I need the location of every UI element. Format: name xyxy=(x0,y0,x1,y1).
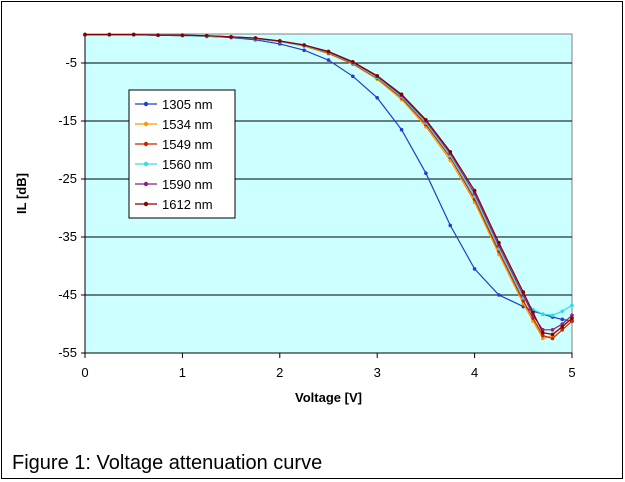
data-point xyxy=(550,332,555,337)
data-point xyxy=(570,303,574,308)
data-point xyxy=(375,96,380,100)
attenuation-chart: -5 -15 -25 -35 -45 -55 0 1 2 3 4 5 Voltage [V] IL [dB… xyxy=(14,32,576,405)
x-tick-label: 3 xyxy=(374,365,381,380)
data-point xyxy=(448,223,453,228)
data-point xyxy=(570,316,574,321)
data-point xyxy=(107,32,112,37)
x-tick-label: 0 xyxy=(81,365,88,380)
data-point xyxy=(229,35,233,39)
data-point xyxy=(302,48,306,53)
data-point xyxy=(156,33,160,37)
y-tick-label: -45 xyxy=(58,287,77,302)
data-point xyxy=(570,319,574,323)
legend-label: 1534 nm xyxy=(162,117,213,132)
data-point xyxy=(351,74,355,79)
legend-label: 1590 nm xyxy=(162,177,213,192)
data-point xyxy=(521,290,526,294)
data-point xyxy=(550,313,555,318)
y-tick-label: -35 xyxy=(58,229,77,244)
legend-swatch-marker xyxy=(143,161,149,167)
legend-swatch-marker xyxy=(143,181,149,187)
legend-swatch-marker xyxy=(143,121,149,127)
data-point xyxy=(278,39,282,43)
figure-caption: Figure 1: Voltage attenuation curve xyxy=(12,452,323,474)
x-axis-label: Voltage [V] xyxy=(295,390,362,405)
data-point xyxy=(540,333,545,338)
y-axis-label: IL [dB] xyxy=(14,173,29,214)
data-point xyxy=(448,149,453,154)
legend-label: 1305 nm xyxy=(162,97,213,112)
data-point xyxy=(560,325,565,329)
y-tick-label: -55 xyxy=(58,345,77,360)
y-tick-label: -25 xyxy=(58,171,77,186)
data-point xyxy=(497,293,501,297)
series-line-1612-nm xyxy=(85,33,573,336)
data-point xyxy=(424,171,428,175)
data-point xyxy=(550,328,555,332)
data-point xyxy=(550,336,555,341)
legend-swatch-marker xyxy=(143,141,149,147)
data-point xyxy=(180,33,185,37)
data-point xyxy=(302,43,306,47)
legend-box xyxy=(128,89,236,219)
data-point xyxy=(570,313,574,318)
legend-swatch-marker xyxy=(143,101,149,107)
legend-label: 1560 nm xyxy=(162,157,213,172)
data-point xyxy=(540,312,545,316)
data-point xyxy=(540,336,545,341)
data-point xyxy=(472,188,477,193)
x-tick-label: 4 xyxy=(471,365,478,380)
legend-label: 1612 nm xyxy=(162,197,213,212)
data-point xyxy=(497,241,501,245)
data-point xyxy=(560,309,565,314)
x-tick-label: 2 xyxy=(276,365,283,380)
y-tick-label: -5 xyxy=(65,55,77,70)
data-point xyxy=(253,36,258,40)
data-point xyxy=(375,73,380,78)
data-point xyxy=(83,32,87,37)
legend-swatch-marker xyxy=(143,201,149,207)
data-point xyxy=(540,330,545,335)
data-point xyxy=(399,92,404,97)
data-point xyxy=(326,58,331,62)
data-point xyxy=(472,267,477,271)
data-point xyxy=(399,127,404,132)
data-point xyxy=(560,328,565,332)
data-point xyxy=(531,310,535,315)
data-point xyxy=(131,32,136,37)
data-point xyxy=(326,49,331,54)
x-tick-label: 5 xyxy=(568,365,575,380)
y-tick-label: -15 xyxy=(58,113,77,128)
data-point xyxy=(204,33,209,38)
x-tick-label: 1 xyxy=(179,365,186,380)
legend-label: 1549 nm xyxy=(162,137,213,152)
data-point xyxy=(560,322,565,326)
data-point xyxy=(424,118,428,122)
data-point xyxy=(560,317,565,322)
data-point xyxy=(351,60,355,64)
